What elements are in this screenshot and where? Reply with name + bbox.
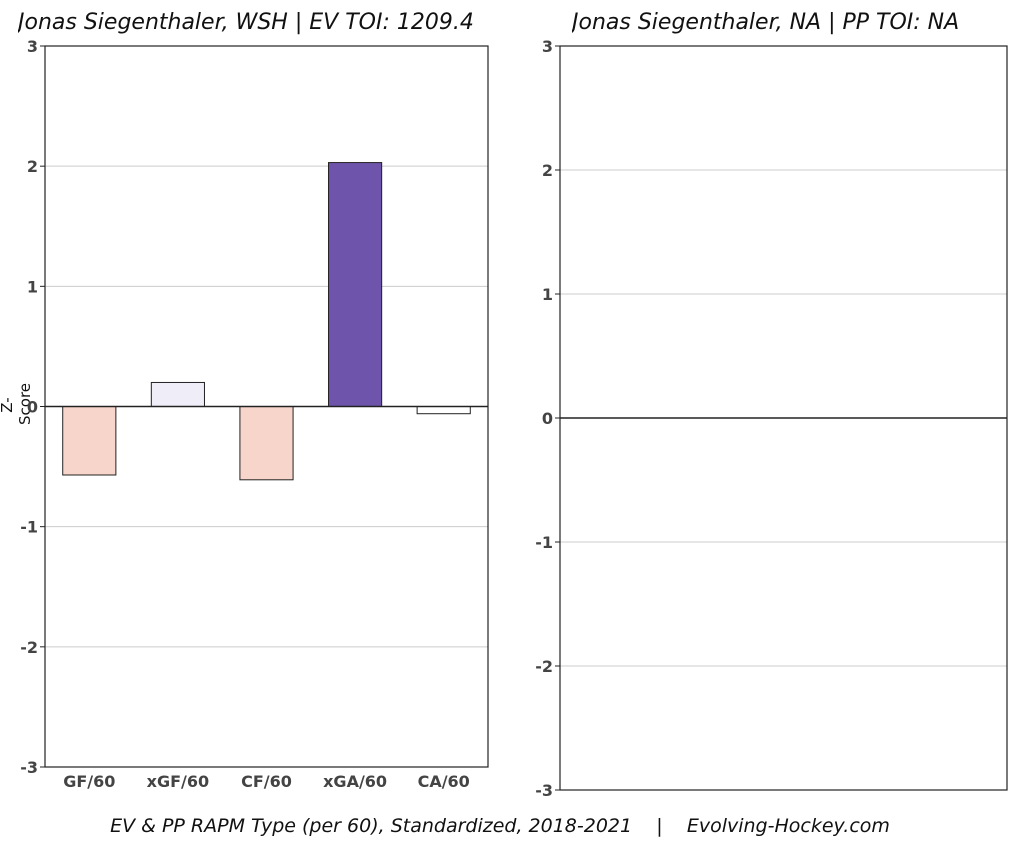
pp-y-tick-label: -3	[535, 781, 553, 800]
pp-y-tick-label: 1	[542, 285, 553, 304]
pp-chart-title: Jonas Siegenthaler, NA | PP TOI: NA	[572, 10, 960, 35]
figure-caption: EV & PP RAPM Type (per 60), Standardized…	[110, 815, 890, 837]
pp-y-tick-label: 2	[542, 161, 553, 180]
ev-chart-title: Jonas Siegenthaler, WSH | EV TOI: 1209.4	[18, 10, 474, 35]
ev-bar-cf-60	[239, 406, 294, 481]
ev-y-tick-label: 1	[27, 277, 38, 296]
ev-y-tick-label: -2	[20, 638, 38, 657]
ev-plot-frame	[44, 45, 489, 768]
ev-plot-area: 3 2 1 0 -1 -2 -3 GF/60 xGF/60 CF/60 xGA/60 CA/60	[20, 37, 489, 791]
pp-y-tick-label: -2	[535, 657, 553, 676]
ev-y-tick-label: 2	[27, 157, 38, 176]
ev-y-tick-label: 3	[27, 37, 38, 56]
ev-bar-xgf-60	[150, 381, 205, 408]
pp-y-tick-label: 3	[542, 37, 553, 56]
ev-bar-ca-60	[416, 406, 471, 415]
ev-x-tick-label: GF/60	[63, 772, 115, 791]
ev-y-tick-label: 0	[27, 398, 38, 417]
pp-y-tick-label: -1	[535, 533, 553, 552]
ev-y-tick-label: -1	[20, 518, 38, 537]
pp-plot-frame	[559, 45, 1008, 791]
ev-y-tick-label: -3	[20, 758, 38, 777]
ev-bar-gf-60	[62, 406, 117, 476]
ev-x-tick-label: CA/60	[418, 772, 470, 791]
ev-x-tick-label: xGF/60	[147, 772, 210, 791]
ev-bar-xga-60	[328, 162, 383, 407]
pp-plot-area: 3 2 1 0 -1 -2 -3	[535, 37, 1008, 800]
ev-x-tick-label: CF/60	[241, 772, 292, 791]
ev-x-tick-label: xGA/60	[323, 772, 387, 791]
pp-y-tick-label: 0	[542, 409, 553, 428]
